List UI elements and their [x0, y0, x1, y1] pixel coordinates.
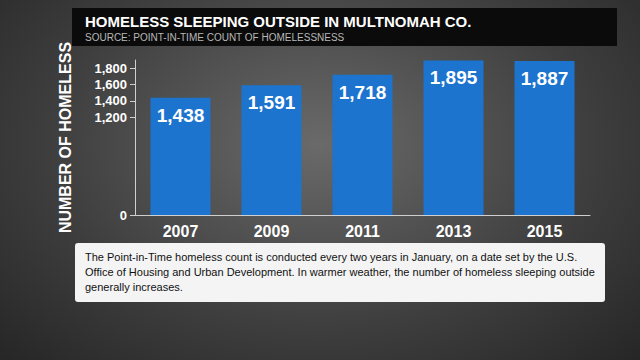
svg-text:1,438: 1,438 [157, 105, 205, 126]
svg-text:2013: 2013 [436, 223, 472, 240]
svg-text:2011: 2011 [345, 223, 380, 240]
svg-text:SOURCE: POINT-IN-TIME COUNT OF: SOURCE: POINT-IN-TIME COUNT OF HOMELESSN… [85, 32, 345, 43]
svg-text:1,200: 1,200 [94, 110, 127, 125]
html-text:The Point-in-Time homeless cou: The Point-in-Time homeless count is cond… [85, 251, 595, 293]
svg-text:1,895: 1,895 [430, 67, 478, 88]
svg-text:2009: 2009 [254, 223, 290, 240]
svg-text:2015: 2015 [527, 223, 563, 240]
svg-text:1,718: 1,718 [339, 82, 387, 103]
svg-text:NUMBER OF HOMELESS: NUMBER OF HOMELESS [57, 42, 74, 233]
svg-text:1,800: 1,800 [94, 61, 127, 76]
svg-text:1,600: 1,600 [94, 77, 127, 92]
svg-text:2007: 2007 [163, 223, 199, 240]
svg-text:1,591: 1,591 [248, 92, 296, 113]
svg-text:1,887: 1,887 [521, 68, 569, 89]
svg-text:1,400: 1,400 [94, 93, 127, 108]
svg-text:HOMELESS SLEEPING OUTSIDE IN M: HOMELESS SLEEPING OUTSIDE IN MULTNOMAH C… [85, 13, 471, 30]
svg-text:0: 0 [120, 208, 127, 223]
